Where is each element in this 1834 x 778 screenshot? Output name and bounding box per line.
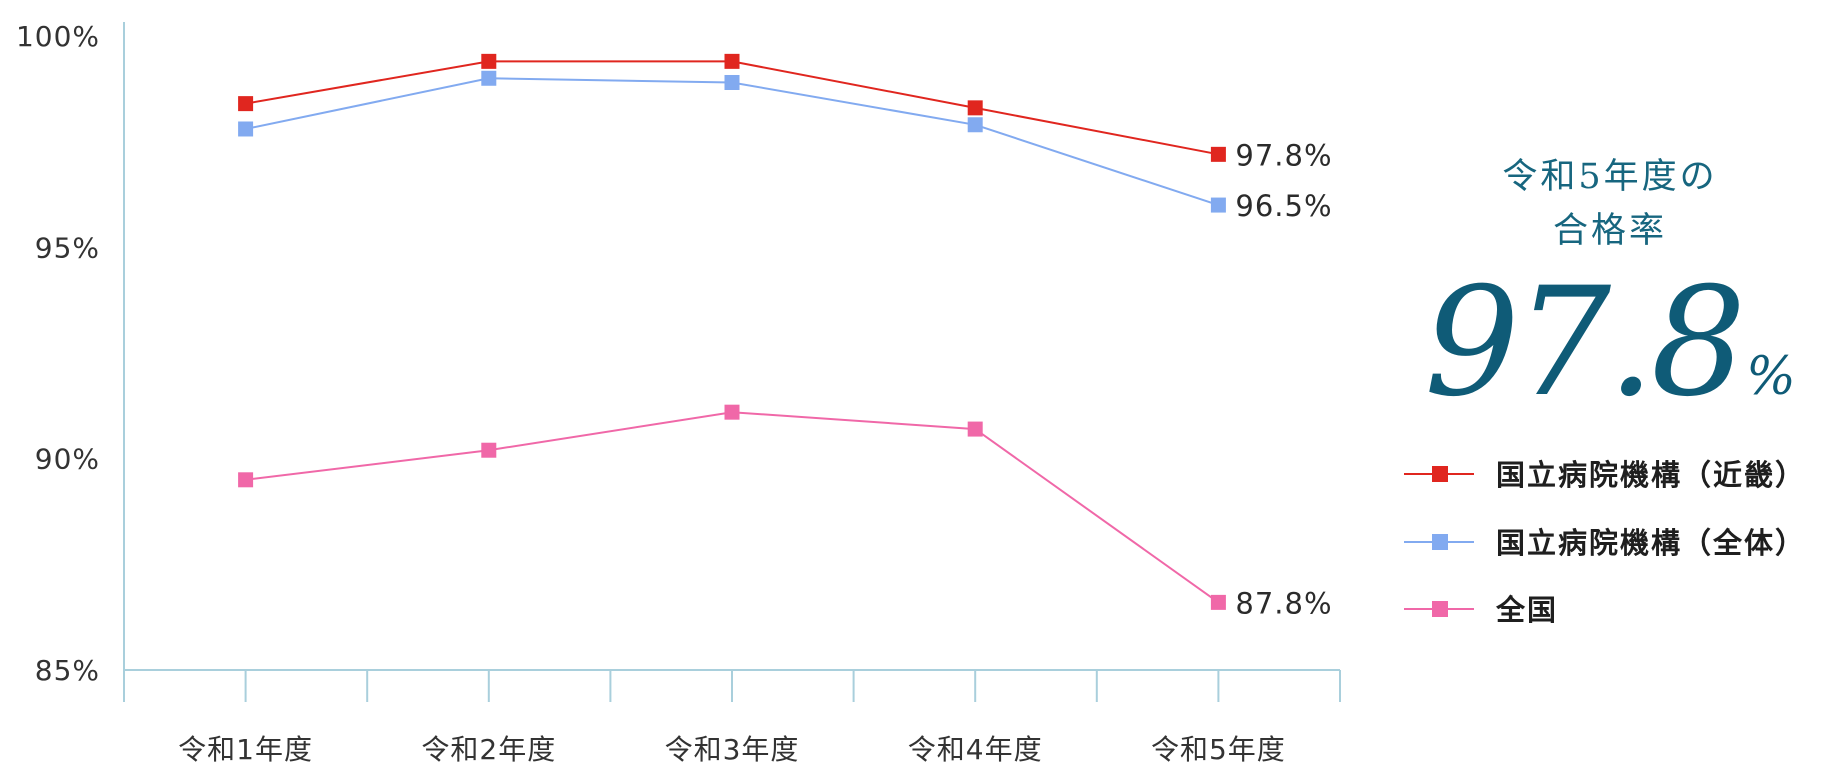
y-tick-label: 95% (35, 231, 100, 264)
end-value-label: 97.8% (1235, 138, 1332, 172)
y-axis-tick-labels: 100% 95% 90% 85% (16, 20, 100, 687)
legend: 国立病院機構（近畿） 国立病院機構（全体） 全国 (1404, 458, 1806, 627)
headline-unit: % (1746, 347, 1796, 407)
x-tick-label: 令和1年度 (178, 733, 313, 766)
x-tick-label: 令和5年度 (1151, 733, 1286, 766)
data-point (724, 404, 740, 420)
data-point (238, 121, 254, 137)
data-point (724, 53, 740, 69)
series-line (245, 77, 1219, 207)
legend-item: 国立病院機構（全体） (1404, 526, 1806, 560)
data-point (1210, 197, 1226, 213)
y-tick-label: 85% (35, 654, 100, 687)
legend-label: 国立病院機構（全体） (1496, 526, 1806, 560)
legend-marker (1432, 601, 1448, 617)
legend-label: 全国 (1495, 593, 1558, 627)
series-layer (238, 53, 1226, 610)
data-point (1210, 146, 1226, 162)
legend-marker (1432, 534, 1448, 550)
data-point (481, 442, 497, 458)
legend-label: 国立病院機構（近畿） (1496, 458, 1806, 492)
legend-marker (1432, 466, 1448, 482)
headline-block: 令和5年度の 合格率 97.8% (1420, 150, 1800, 418)
data-point (238, 472, 254, 488)
data-point (1210, 594, 1226, 610)
x-tick-label: 令和4年度 (908, 733, 1043, 766)
y-tick-label: 100% (16, 20, 100, 53)
series-2 (238, 404, 1226, 610)
x-tick-label: 令和3年度 (665, 733, 800, 766)
y-tick-label: 90% (35, 443, 100, 476)
series-1 (238, 70, 1226, 213)
data-point (724, 74, 740, 90)
data-point (967, 421, 983, 437)
data-point (481, 70, 497, 86)
headline-value-wrap: 97.8% (1420, 268, 1800, 418)
data-point (967, 117, 983, 133)
chart-axes (123, 22, 1341, 702)
end-value-labels: 97.8% 96.5% 87.8% (1235, 138, 1332, 620)
headline-subtitle: 令和5年度の 合格率 (1502, 157, 1718, 251)
series-0 (238, 53, 1226, 162)
data-point (238, 96, 254, 112)
x-tick-label: 令和2年度 (421, 733, 556, 766)
data-point (967, 100, 983, 116)
end-value-label: 87.8% (1235, 586, 1332, 620)
end-value-label: 96.5% (1235, 189, 1332, 223)
headline-value: 97.8 (1424, 256, 1746, 430)
x-axis-tick-labels: 令和1年度 令和2年度 令和3年度 令和4年度 令和5年度 (178, 733, 1286, 766)
legend-item: 国立病院機構（近畿） (1404, 458, 1806, 492)
data-point (481, 53, 497, 69)
legend-item: 全国 (1404, 593, 1558, 627)
series-line (245, 411, 1219, 604)
